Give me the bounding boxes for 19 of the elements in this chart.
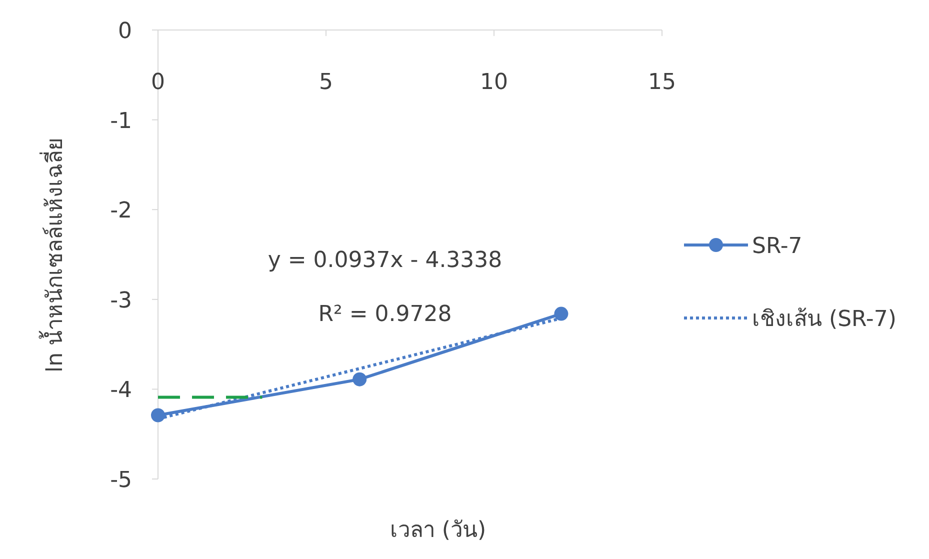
annotation: y = 0.0937x - 4.3338	[268, 248, 502, 273]
y-axis-title: ln น้ำหนักเซลล์แห้งเฉลี่ย	[39, 137, 68, 373]
y-tick-label: 0	[118, 19, 132, 44]
y-tick-label: -3	[110, 288, 132, 314]
point	[352, 372, 367, 386]
x-tick-label: 15	[648, 70, 676, 95]
y-tick-label: -4	[110, 378, 132, 404]
legend-label: SR-7	[752, 234, 802, 259]
legend-label: เชิงเส้น (SR-7)	[752, 307, 896, 332]
point	[554, 306, 568, 321]
x-tick-label: 5	[319, 70, 333, 95]
x-tick-label: 10	[480, 70, 508, 95]
annotation: R² = 0.9728	[318, 302, 452, 327]
x-tick-label: 0	[151, 70, 165, 95]
y-tick-label: -5	[110, 468, 132, 493]
y-tick-label: -2	[110, 198, 132, 224]
y-tick-label: -1	[110, 108, 132, 134]
x-axis-title: เวลา (วัน)	[390, 518, 486, 543]
point	[151, 408, 165, 422]
